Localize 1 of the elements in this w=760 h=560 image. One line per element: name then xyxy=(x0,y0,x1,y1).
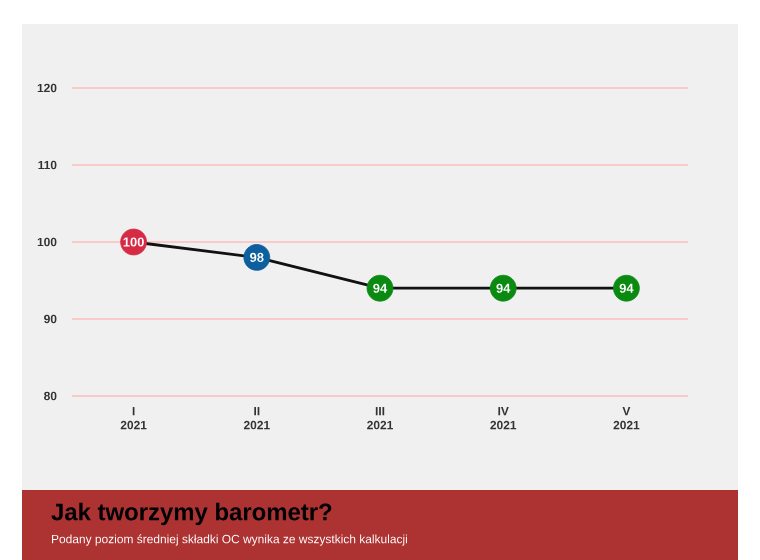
text: Jak tworzymy barometr? xyxy=(51,502,332,526)
